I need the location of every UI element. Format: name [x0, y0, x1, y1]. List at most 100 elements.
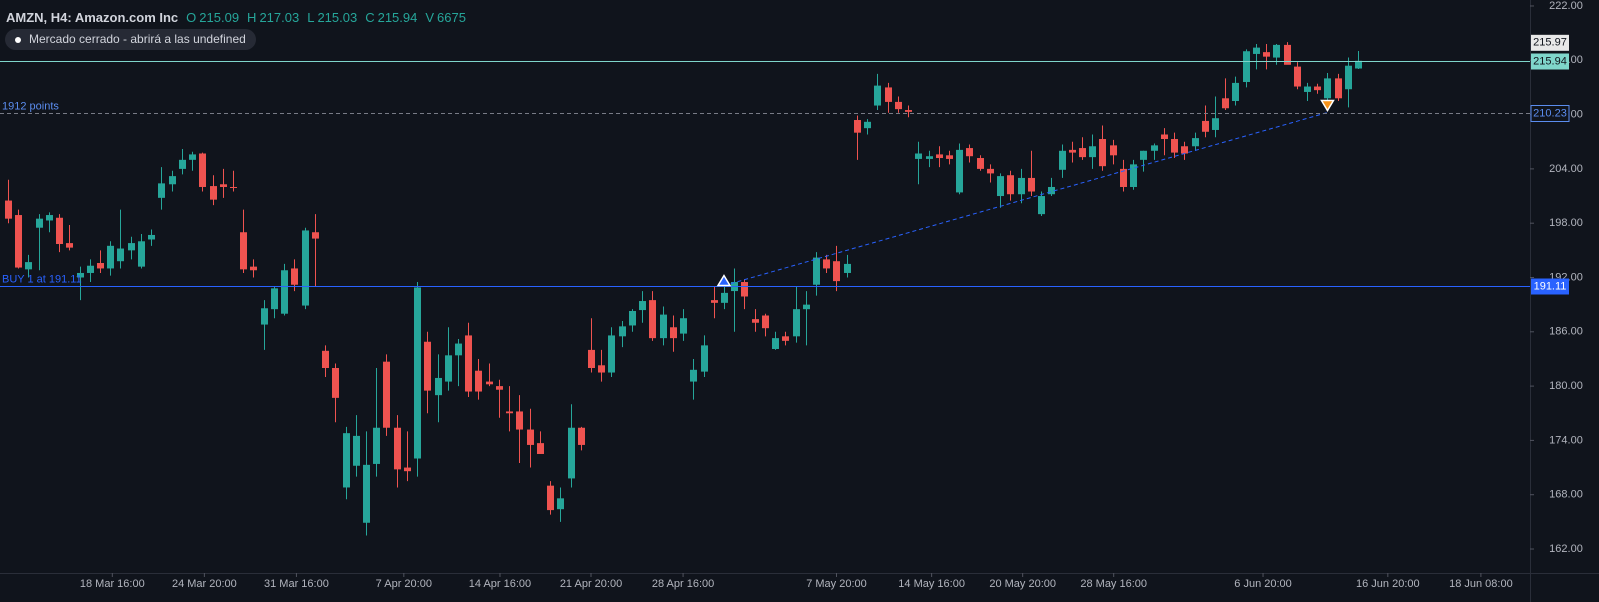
candle-body [1355, 60, 1362, 69]
candle-body [445, 355, 452, 382]
candle-body [332, 368, 339, 398]
candle-body [588, 349, 595, 369]
candle-body [36, 218, 43, 228]
buy-marker [716, 274, 732, 287]
x-tick-label: 28 May 16:00 [1080, 578, 1147, 590]
candle-body [1059, 150, 1066, 170]
candle-body [1007, 175, 1014, 195]
candle-body [1202, 120, 1209, 132]
candle-body [496, 386, 503, 390]
x-tick-label: 16 Jun 20:00 [1356, 578, 1420, 590]
candle-body [343, 433, 350, 488]
candle-body [281, 270, 288, 314]
candle-body [383, 361, 390, 428]
candle-body [1284, 44, 1291, 65]
candle-body [138, 241, 145, 267]
candle-body [752, 319, 759, 323]
candle-body [107, 245, 114, 269]
candle-body [1222, 98, 1229, 109]
candle-body [997, 176, 1004, 197]
ohlc-value: 215.03 [317, 10, 358, 25]
ohlc-key: V [425, 10, 435, 25]
y-tick-label: 204.00 [1549, 163, 1583, 175]
candle-body [1028, 177, 1035, 192]
candle-body [179, 159, 186, 169]
candle-body [813, 257, 820, 285]
candle-body [1110, 145, 1117, 156]
candle-body [210, 186, 217, 200]
candle-body [475, 370, 482, 392]
candle-body [158, 183, 165, 198]
candle-body [465, 335, 472, 392]
ohlc-key: L [307, 10, 315, 25]
candle-body [568, 427, 575, 479]
ask-label-box [1531, 34, 1569, 51]
price-label: 215.94 [1533, 55, 1567, 67]
y-tick-label: 162.00 [1549, 543, 1583, 555]
candle-body [1273, 44, 1280, 58]
candle-body [97, 263, 104, 269]
candle-body [741, 282, 748, 297]
candle-body [670, 327, 677, 339]
candle-body [966, 148, 973, 157]
candle-body [629, 310, 636, 326]
x-tick-label: 7 Apr 20:00 [376, 578, 432, 590]
candle-body [690, 369, 697, 382]
candle-body [1048, 186, 1055, 195]
candle-body [291, 268, 298, 285]
candle-body [956, 149, 963, 193]
candle-body [649, 300, 656, 339]
x-tick-label: 28 Apr 16:00 [652, 578, 714, 590]
candle-body [1089, 146, 1096, 158]
ohlc-key: O [186, 10, 197, 25]
candle-body [915, 153, 922, 159]
ohlc-value: 6675 [437, 10, 466, 25]
candle-body [5, 200, 12, 219]
candle-body [772, 338, 779, 349]
candle-body [987, 168, 994, 174]
candle-body [424, 341, 431, 391]
price-label-box [1531, 278, 1569, 295]
candle-body [782, 336, 789, 341]
candle-body [516, 411, 523, 430]
candle-body [660, 314, 667, 339]
y-tick-label: 168.00 [1549, 489, 1583, 501]
candle-body [1324, 78, 1331, 99]
ohlc-value: 215.09 [199, 10, 240, 25]
candle-body [1335, 78, 1342, 99]
candle-body [895, 101, 902, 110]
candle-body [261, 308, 268, 325]
candle-body [271, 288, 278, 310]
x-tick-label: 18 Jun 08:00 [1449, 578, 1513, 590]
x-tick-label: 31 Mar 16:00 [264, 578, 329, 590]
ohlc-key: C [365, 10, 375, 25]
candle-body [486, 381, 493, 385]
candle-body [1232, 82, 1239, 102]
candle-body [373, 427, 380, 464]
candle-body [721, 292, 728, 303]
candle-body [547, 485, 554, 511]
candle-body [1243, 51, 1250, 82]
x-tick-label: 18 Mar 16:00 [80, 578, 145, 590]
candle-body [905, 110, 912, 112]
x-tick-label: 21 Apr 20:00 [560, 578, 622, 590]
candle-body [1212, 118, 1219, 130]
candle-body [977, 158, 984, 169]
candle-body [169, 176, 176, 185]
candle-body [557, 498, 564, 510]
candle-body [56, 217, 63, 245]
candle-body [854, 120, 861, 133]
symbol: AMZN, H4: Amazon.com Inc [6, 10, 179, 25]
market-status[interactable]: Mercado cerrado - abrirá a las undefined [5, 29, 256, 50]
candle-body [598, 365, 605, 373]
candle-body [1038, 196, 1045, 215]
candle-body [394, 427, 401, 470]
candle-body [639, 301, 646, 311]
ohlc-value: 217.03 [259, 10, 300, 25]
price-label-box [1531, 53, 1569, 70]
candle-body [1294, 66, 1301, 87]
candle-body [537, 443, 544, 454]
x-tick-label: 6 Jun 20:00 [1234, 578, 1292, 590]
price-label-box [1530, 105, 1570, 122]
